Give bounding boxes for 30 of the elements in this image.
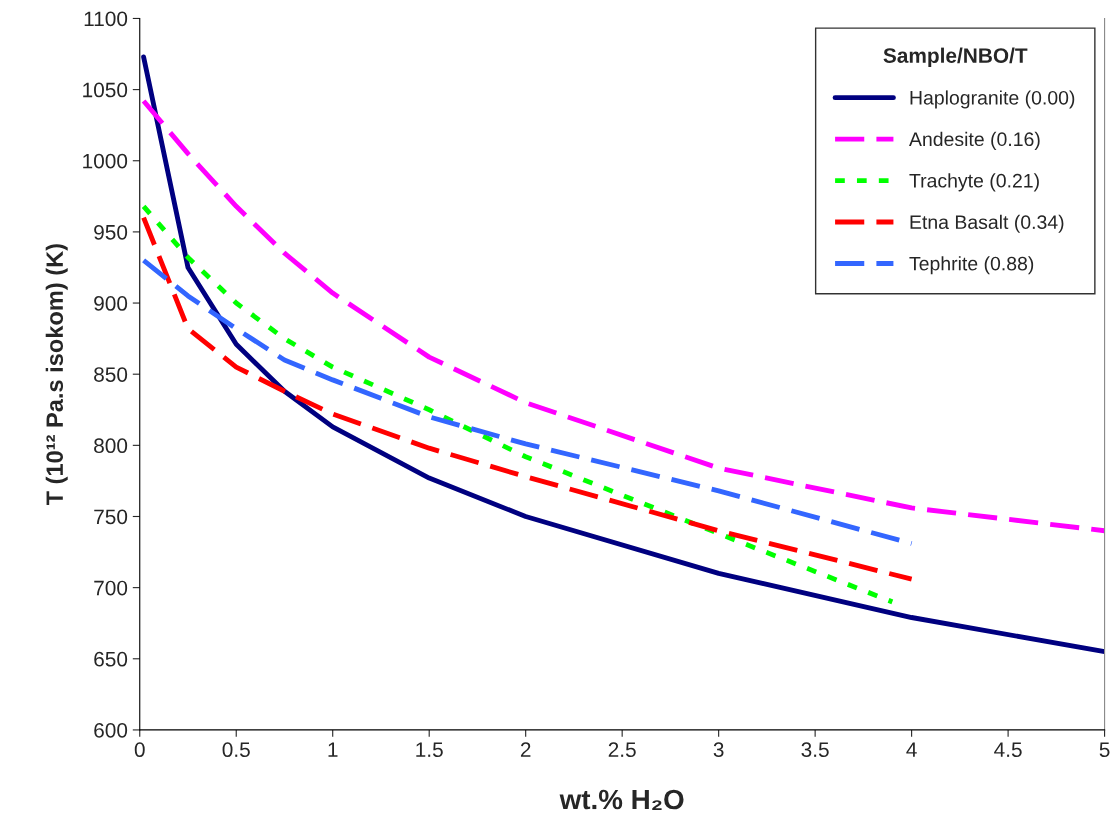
x-tick-label: 0.5 [222,742,250,758]
x-tick-label: 4 [906,742,917,757]
y-axis-title: T (10¹² Pa.s isokom) (K) [45,244,68,506]
x-tick-label: 1.5 [416,742,443,758]
y-tick-label: 600 [94,722,128,738]
x-tick-label: 1 [328,742,338,757]
x-tick-label: 4.5 [994,742,1022,758]
x-tick-label: 2.5 [608,742,636,758]
legend-label: Etna Basalt (0.34) [910,214,1064,233]
y-tick-label: 800 [94,438,128,454]
legend-label: Haplogranite (0.00) [910,90,1075,109]
y-tick-label: 1100 [84,11,128,27]
legend-label: Andesite (0.16) [909,131,1040,150]
legend-label: Tephrite (0.88) [909,256,1034,275]
y-tick-label: 1050 [83,82,128,98]
x-axis-title: wt.% H₂O [559,789,684,810]
y-tick-label: 1000 [83,153,128,169]
legend-title: Sample/NBO/T [883,47,1028,68]
y-tick-label: 950 [94,224,128,240]
x-tick-label: 3.5 [801,742,829,758]
y-tick-label: 700 [94,580,128,596]
y-tick-label: 750 [94,509,128,525]
y-tick-label: 850 [94,367,128,382]
x-tick-label: 3 [713,742,724,758]
y-tick-label: 900 [94,296,128,311]
x-tick-label: 0 [134,742,145,758]
x-tick-label: 2 [520,742,531,757]
legend-label: Trachyte (0.21) [909,173,1039,192]
y-tick-label: 650 [94,651,128,667]
x-tick-label: 5 [1099,742,1110,758]
